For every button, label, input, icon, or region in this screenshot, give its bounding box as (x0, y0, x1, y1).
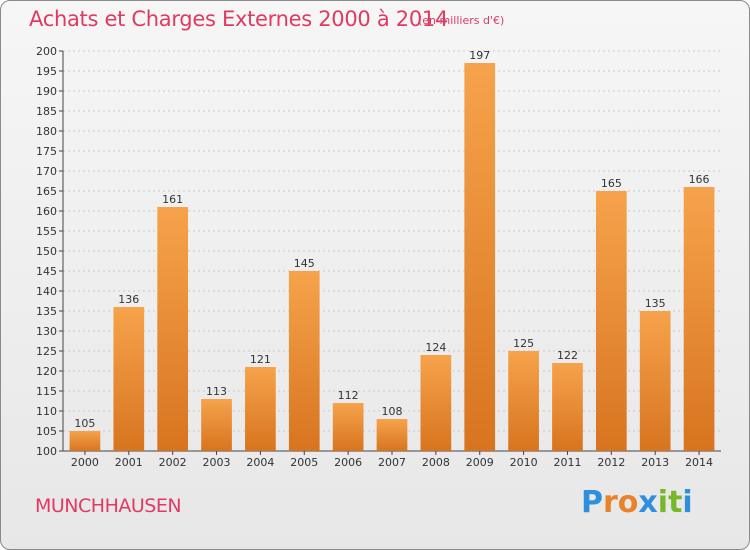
bar-value-label: 165 (601, 177, 622, 190)
bar-value-label: 112 (338, 389, 359, 402)
bar-value-label: 161 (162, 193, 183, 206)
chart-unit-label: (en milliers d'€) (418, 14, 505, 27)
bar-value-label: 125 (513, 337, 534, 350)
x-tick-label: 2004 (246, 456, 274, 469)
logo-letter: i (657, 485, 669, 520)
y-tick-label: 140 (36, 285, 57, 298)
bar-2003 (201, 399, 232, 451)
bar-2012 (595, 191, 627, 451)
logo-letter: t (668, 485, 683, 520)
x-tick-label: 2014 (685, 456, 713, 469)
y-tick-label: 110 (36, 405, 57, 418)
bar-value-label: 166 (689, 173, 710, 186)
y-tick-label: 125 (36, 345, 57, 358)
y-tick-label: 170 (36, 165, 57, 178)
y-tick-label: 155 (36, 225, 57, 238)
y-tick-label: 105 (36, 425, 57, 438)
axis-layer: 100 105 110 115 120 125 130 135 140 145 150 155 160 1… (36, 45, 721, 458)
bar-value-label: 122 (557, 349, 578, 362)
y-tick-label: 150 (36, 245, 57, 258)
commune-name: MUNCHHAUSEN (35, 495, 182, 517)
bar-value-label: 108 (382, 405, 403, 418)
bar-layer (69, 63, 715, 451)
logo-letter: r (603, 485, 618, 520)
bar-2004 (245, 367, 276, 451)
y-tick-label: 130 (36, 325, 57, 338)
bar-2008 (420, 355, 452, 451)
bar-value-label: 124 (425, 341, 446, 354)
x-tick-label: 2001 (115, 456, 143, 469)
bar-value-label: 105 (74, 417, 95, 430)
bar-2001 (113, 307, 145, 451)
y-tick-label: 100 (36, 445, 57, 458)
chart-title: Achats et Charges Externes 2000 à 2014 (29, 7, 449, 31)
y-tick-label: 115 (36, 385, 57, 398)
bar-2000 (69, 431, 101, 451)
logo-letter: o (617, 485, 639, 520)
label-layer: 105 2000 136 2001 161 2002 113 2003 121 2004 145 20… (71, 49, 713, 469)
x-tick-label: 2003 (203, 456, 231, 469)
x-tick-label: 2012 (597, 456, 625, 469)
bar-2002 (157, 207, 189, 451)
bar-2011 (552, 363, 583, 451)
proxiti-logo[interactable]: Proxiti (581, 485, 693, 520)
y-tick-label: 135 (36, 305, 57, 318)
x-tick-label: 2006 (334, 456, 362, 469)
y-tick-label: 185 (36, 105, 57, 118)
x-tick-label: 2009 (466, 456, 494, 469)
bar-value-label: 197 (469, 49, 490, 62)
y-tick-label: 180 (36, 125, 57, 138)
y-tick-label: 145 (36, 265, 57, 278)
bar-2007 (376, 419, 408, 451)
bar-value-label: 145 (294, 257, 315, 270)
x-tick-label: 2002 (159, 456, 187, 469)
logo-letter: P (581, 485, 603, 520)
bar-2006 (332, 403, 364, 451)
y-tick-label: 200 (36, 45, 57, 58)
bar-2013 (639, 311, 671, 451)
y-tick-label: 195 (36, 65, 57, 78)
x-tick-label: 2000 (71, 456, 99, 469)
bar-value-label: 121 (250, 353, 271, 366)
bar-value-label: 135 (645, 297, 666, 310)
x-tick-label: 2005 (290, 456, 318, 469)
bar-value-label: 136 (118, 293, 139, 306)
x-tick-label: 2010 (510, 456, 538, 469)
y-tick-label: 190 (36, 85, 57, 98)
x-tick-label: 2008 (422, 456, 450, 469)
bar-value-label: 113 (206, 385, 227, 398)
y-tick-label: 160 (36, 205, 57, 218)
bar-2005 (288, 271, 320, 451)
bar-2009 (464, 63, 496, 451)
bar-2014 (683, 187, 715, 451)
logo-letter: i (682, 485, 693, 520)
y-tick-label: 175 (36, 145, 57, 158)
x-tick-label: 2007 (378, 456, 406, 469)
y-tick-label: 120 (36, 365, 57, 378)
logo-letter: x (638, 485, 658, 520)
x-tick-label: 2013 (641, 456, 669, 469)
y-tick-label: 165 (36, 185, 57, 198)
x-tick-label: 2011 (553, 456, 581, 469)
bar-2010 (508, 351, 539, 451)
